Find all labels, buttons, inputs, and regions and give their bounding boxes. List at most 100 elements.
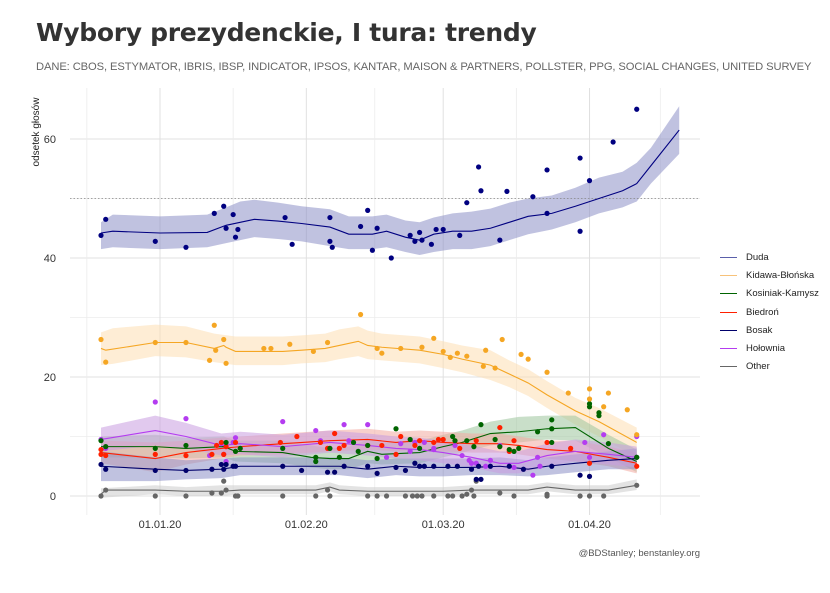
point-kidawa-blonska [183,339,189,346]
point-bosak [445,463,451,469]
point-kidawa-blonska [586,386,593,392]
point-bosak [209,466,215,472]
point-other [327,493,333,499]
point-duda [577,155,583,161]
point-bosak [421,463,427,469]
point-other [511,493,517,499]
point-kidawa-blonska [624,407,630,413]
point-duda [476,164,482,170]
point-duda [577,228,583,234]
point-bosak [299,467,305,474]
point-biedron [393,451,399,457]
trend-line-biedron [100,438,637,464]
point-duda [417,229,423,236]
point-kidawa-blonska [324,339,331,346]
point-biedron [440,436,446,443]
point-other [209,490,215,496]
point-kosiniak-kamysz [232,448,239,454]
point-biedron [98,451,104,457]
point-duda [407,232,413,238]
point-duda [388,255,394,261]
point-kidawa-blonska [206,357,213,363]
point-duda [103,216,109,222]
y-tick-label: 0 [50,491,56,503]
point-bosak [332,469,338,475]
point-holownia [537,463,543,469]
band-kidawa-blonska [101,324,637,458]
legend-label: Biedroń [746,306,779,318]
point-other [280,493,286,499]
point-kosiniak-kamysz [313,454,319,460]
point-bosak [98,461,104,468]
point-kidawa-blonska [440,348,446,355]
point-other [464,491,470,497]
point-kidawa-blonska [310,348,316,355]
point-biedron [634,463,640,469]
x-tick-label: 01.01.20 [139,519,182,531]
point-other [402,493,409,499]
x-tick-label: 01.03.20 [422,519,465,531]
point-kosiniak-kamysz [452,438,458,444]
point-duda [374,225,380,231]
point-duda [98,232,104,238]
point-holownia [483,463,489,469]
point-kidawa-blonska [221,336,227,343]
point-duda [282,214,288,221]
point-kosiniak-kamysz [103,444,109,450]
y-tick-label: 60 [44,134,56,146]
legend: Duda Kidawa-Błońska Kosiniak-Kamysz Biedroń… [720,248,819,376]
point-kosiniak-kamysz [450,433,456,440]
point-bosak [520,466,527,472]
point-holownia [452,442,458,449]
point-biedron [221,451,227,457]
point-holownia [346,438,352,444]
point-other [586,493,593,499]
poll-points [98,106,640,499]
point-kidawa-blonska [605,390,612,396]
point-duda [223,225,229,231]
point-bosak [152,467,158,474]
point-duda [634,106,640,112]
point-bosak [577,472,583,478]
chart-subtitle: DANE: CBOS, ESTYMATOR, IBRIS, IBSP, INDI… [36,61,812,73]
point-kosiniak-kamysz [586,404,593,410]
point-holownia [601,432,607,438]
point-holownia [459,452,465,459]
legend-item-holownia: Hołownia [720,339,819,357]
point-kidawa-blonska [287,341,293,347]
legend-item-kosiniak-kamysz: Kosiniak-Kamysz [720,285,819,303]
y-axis-label: odsetek głosów [31,97,42,167]
point-kidawa-blonska [223,360,229,366]
point-kosiniak-kamysz [280,445,286,451]
point-other [601,493,607,499]
point-kidawa-blonska [525,356,531,362]
point-biedron [341,442,347,449]
point-kosiniak-kamysz [478,422,484,428]
legend-swatch [720,329,737,331]
point-other [223,487,229,493]
point-kosiniak-kamysz [417,445,423,451]
point-holownia [383,454,390,460]
point-kidawa-blonska [103,359,109,365]
point-biedron [277,439,283,446]
point-duda [464,200,470,206]
legend-item-other: Other [720,358,819,376]
point-kosiniak-kamysz [152,445,158,451]
point-kidawa-blonska [98,336,104,343]
trend-line-other [100,484,637,495]
point-holownia [421,439,427,446]
point-biedron [294,433,300,440]
point-holownia [341,422,347,428]
caption: @BDStanley; benstanley.org [578,548,700,559]
point-bosak [232,463,239,469]
point-bosak [218,461,224,468]
point-holownia [152,399,158,405]
point-bosak [103,466,109,472]
point-biedron [417,438,423,444]
point-biedron [473,438,479,444]
point-bosak [549,463,555,469]
point-other [419,493,425,499]
point-duda [586,178,593,184]
band-duda [101,106,680,256]
legend-swatch [720,366,737,368]
